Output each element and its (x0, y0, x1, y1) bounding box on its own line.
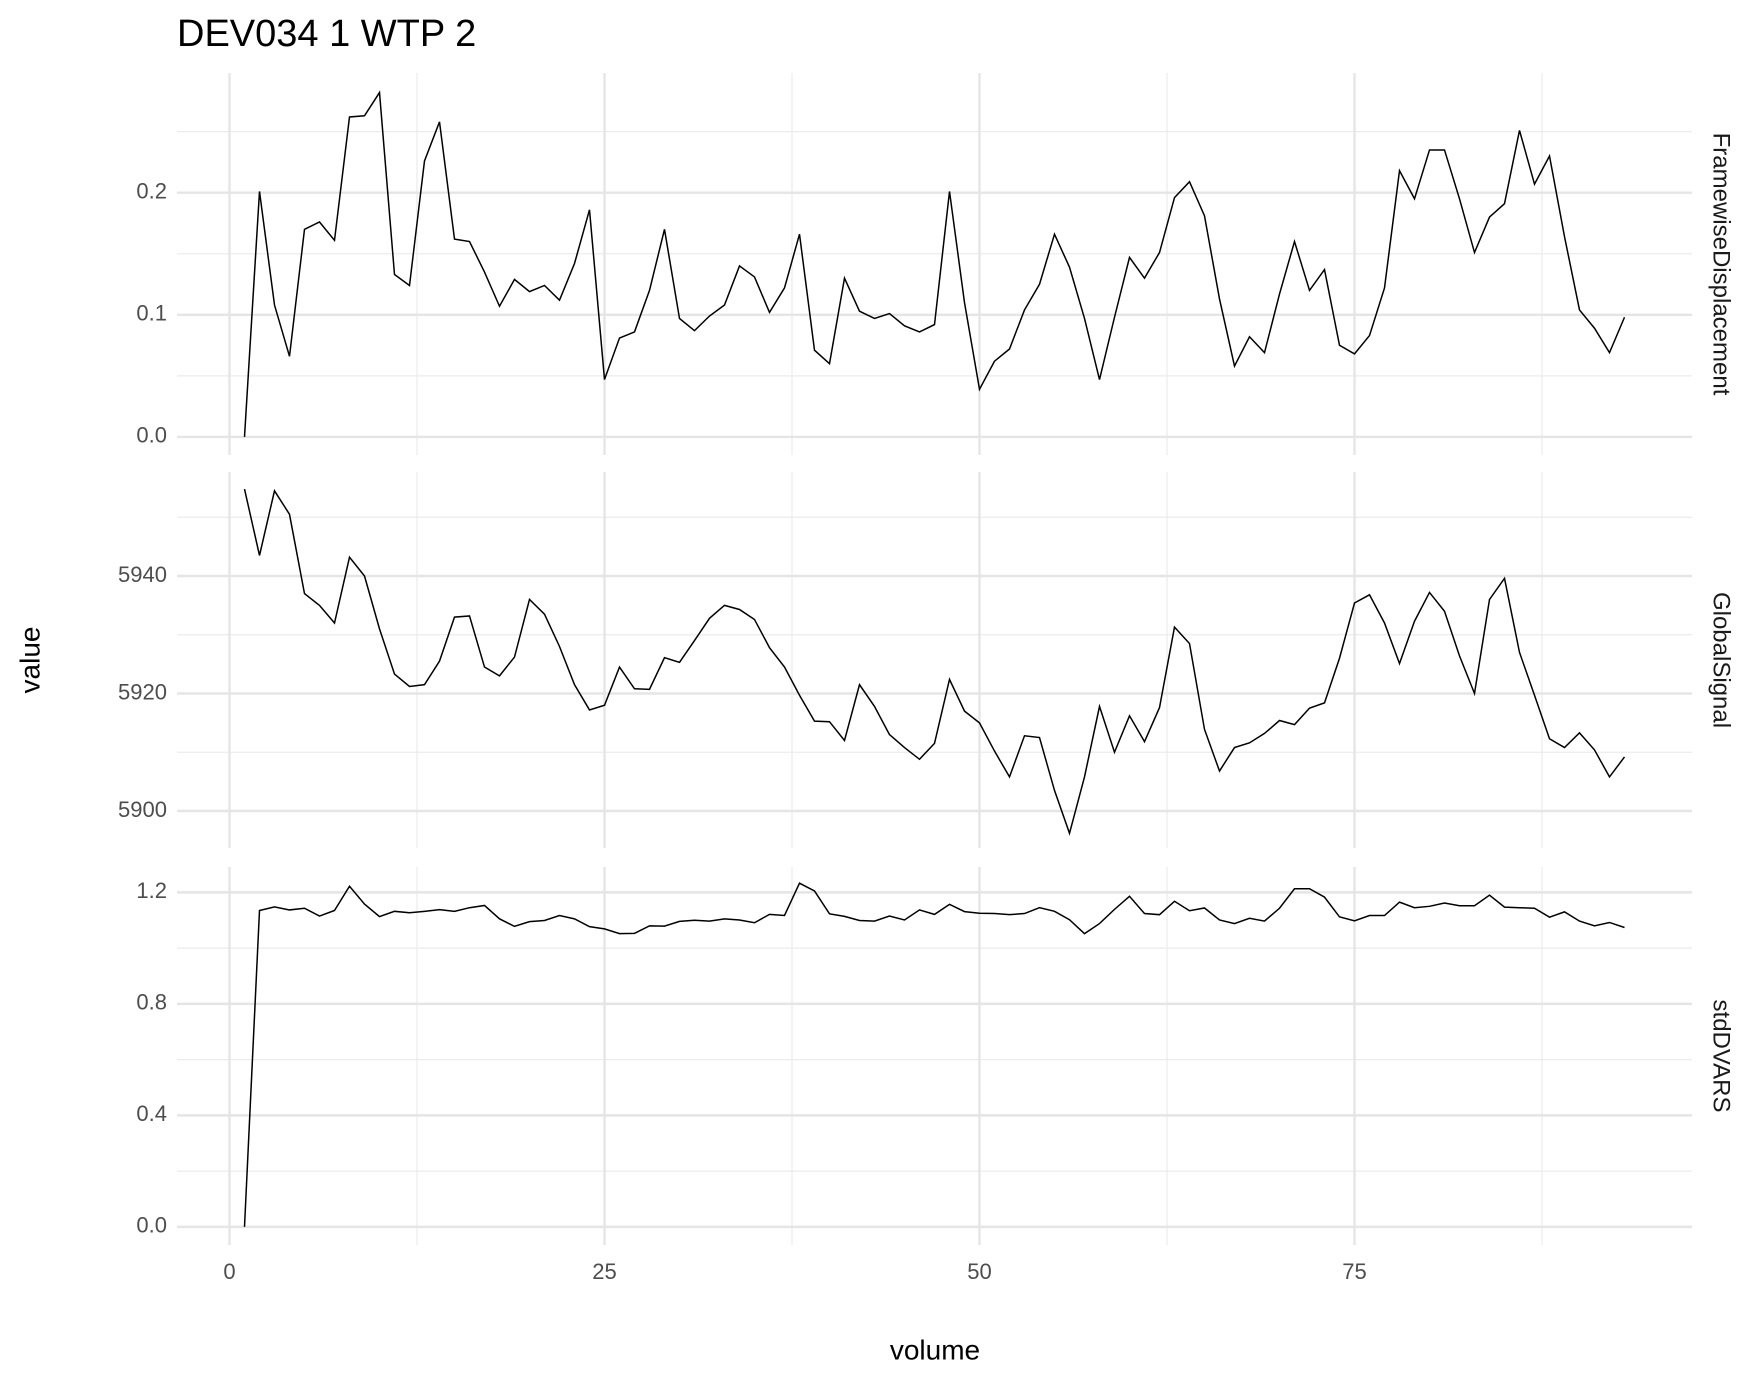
y-tick-label: 0.2 (136, 178, 167, 203)
line (243, 90, 1626, 437)
chart-title: DEV034 1 WTP 2 (177, 13, 476, 55)
x-tick-label: 75 (1342, 1259, 1366, 1284)
x-tick-label: 0 (223, 1259, 235, 1284)
y-tick-label: 5920 (118, 679, 167, 704)
x-axis-label: volume (890, 1334, 980, 1365)
y-tick-label: 0.1 (136, 301, 167, 326)
y-tick-label: 0.0 (136, 423, 167, 448)
strip-label: GlobalSignal (1708, 592, 1735, 728)
y-tick-label: 5900 (118, 797, 167, 822)
y-tick-label: 0.4 (136, 1101, 167, 1126)
line (243, 488, 1626, 836)
y-tick-label: 0.0 (136, 1213, 167, 1238)
y-axis-label: value (14, 627, 45, 694)
x-tick-label: 50 (967, 1259, 991, 1284)
y-tick-label: 1.2 (136, 878, 167, 903)
y-tick-label: 0.8 (136, 990, 167, 1015)
strip-label: stdDVARS (1708, 1000, 1735, 1113)
x-tick-label: 25 (592, 1259, 616, 1284)
line (243, 882, 1625, 1227)
y-tick-label: 5940 (118, 562, 167, 587)
strip-label: FramewiseDisplacement (1708, 133, 1735, 396)
